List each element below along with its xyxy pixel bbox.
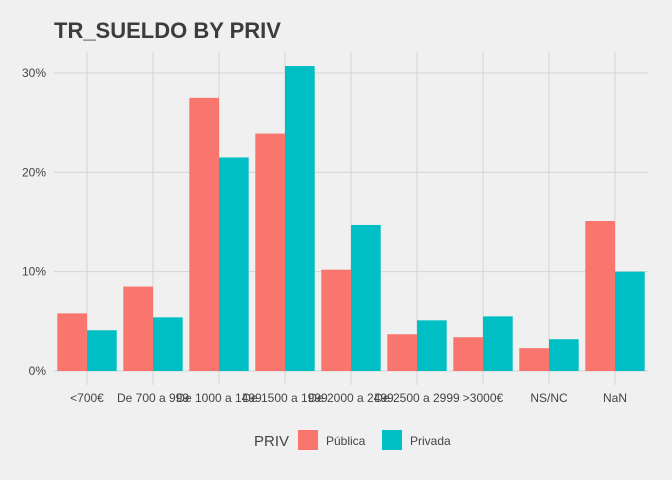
x-tick-label: De 1500 a 1999 <box>242 391 328 405</box>
x-tick-label: NaN <box>603 391 627 405</box>
x-tick-label: De 2000 a 2499 <box>308 391 394 405</box>
bar-privada <box>549 339 579 371</box>
y-tick-label: 30% <box>22 66 46 80</box>
bar-privada <box>87 330 117 371</box>
bar-privada <box>153 317 183 371</box>
x-tick-label: De 1000 a 1499 <box>176 391 262 405</box>
x-tick-label: <700€ <box>70 391 104 405</box>
bar-privada <box>615 271 645 371</box>
bar-privada <box>417 320 447 371</box>
x-tick-label: De 700 a 999 <box>117 391 189 405</box>
legend-swatch <box>382 430 402 450</box>
x-tick-label: NS/NC <box>530 391 568 405</box>
bar-privada <box>483 316 513 371</box>
legend-label: Privada <box>410 434 451 448</box>
y-tick-label: 0% <box>29 364 47 378</box>
bar-publica <box>387 334 417 371</box>
bar-privada <box>285 66 315 372</box>
legend-label: Pública <box>326 434 366 448</box>
x-tick-label: De 2500 a 2999 <box>374 391 460 405</box>
bar-publica <box>57 313 87 371</box>
legend-title: PRIV <box>254 433 289 450</box>
y-tick-label: 20% <box>22 165 46 179</box>
bar-publica <box>123 286 153 371</box>
bar-publica <box>453 337 483 371</box>
bar-publica <box>255 133 285 371</box>
bar-privada <box>351 224 381 371</box>
y-axis-ticks: 0% 10% 20% 30% <box>22 66 46 378</box>
chart-title: TR_SUELDO BY PRIV <box>54 18 281 43</box>
bar-publica <box>585 221 615 371</box>
legend: PRIV Pública Privada <box>254 430 451 450</box>
x-tick-label: >3000€ <box>463 391 504 405</box>
legend-swatch <box>298 430 318 450</box>
bars <box>57 66 645 372</box>
y-tick-label: 10% <box>22 265 46 279</box>
bar-publica <box>519 348 549 371</box>
bar-publica <box>321 269 351 371</box>
bar-publica <box>189 97 219 371</box>
bar-privada <box>219 157 249 371</box>
